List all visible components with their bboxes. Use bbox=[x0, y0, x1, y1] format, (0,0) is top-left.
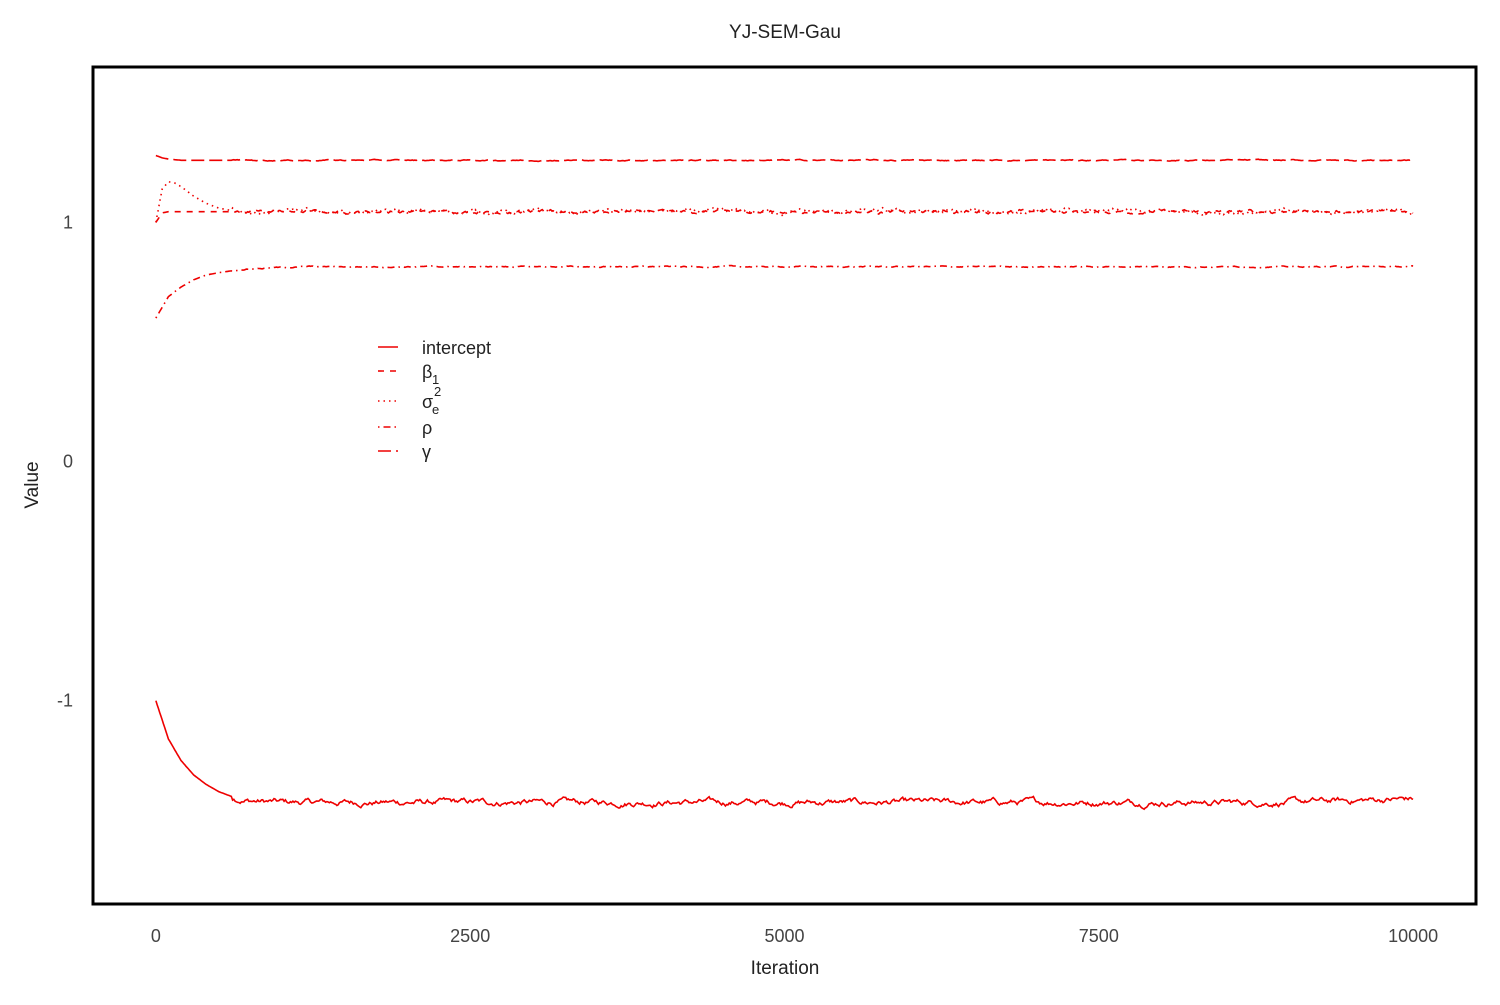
y-axis-ticks: -1 0 1 bbox=[57, 212, 73, 710]
series-line-4 bbox=[155, 154, 1414, 163]
y-tick-label: 0 bbox=[63, 452, 73, 472]
series-line-1 bbox=[155, 207, 1414, 223]
legend-label-2: σ bbox=[422, 392, 433, 412]
legend-label-4: γ bbox=[422, 442, 431, 462]
x-tick-label: 2500 bbox=[450, 926, 490, 946]
legend: intercept β 1 σe 2 ργ bbox=[378, 338, 491, 462]
x-tick-label: 0 bbox=[151, 926, 161, 946]
legend-label-0: intercept bbox=[422, 338, 491, 358]
legend-label-3: ρ bbox=[422, 418, 432, 438]
series-line-2 bbox=[155, 180, 1414, 223]
series-layer bbox=[155, 154, 1414, 811]
x-axis-ticks: 0 2500 5000 7500 10000 bbox=[151, 926, 1438, 946]
legend-subscript-2: e bbox=[432, 402, 439, 417]
legend-superscript-2: 2 bbox=[434, 384, 441, 399]
y-axis-title: Value bbox=[22, 461, 43, 508]
chart-title: YJ-SEM-Gau bbox=[729, 22, 841, 43]
series-line-3 bbox=[155, 264, 1414, 319]
y-tick-label: 1 bbox=[63, 212, 73, 232]
legend-label-1: β bbox=[422, 362, 432, 382]
legend-subscript-1: 1 bbox=[432, 372, 439, 387]
x-tick-label: 10000 bbox=[1388, 926, 1438, 946]
y-tick-label: -1 bbox=[57, 691, 73, 711]
x-tick-label: 5000 bbox=[764, 926, 804, 946]
x-tick-label: 7500 bbox=[1079, 926, 1119, 946]
series-line-0 bbox=[155, 700, 1414, 811]
plot-panel-border bbox=[91, 65, 1478, 906]
x-axis-title: Iteration bbox=[751, 958, 820, 979]
